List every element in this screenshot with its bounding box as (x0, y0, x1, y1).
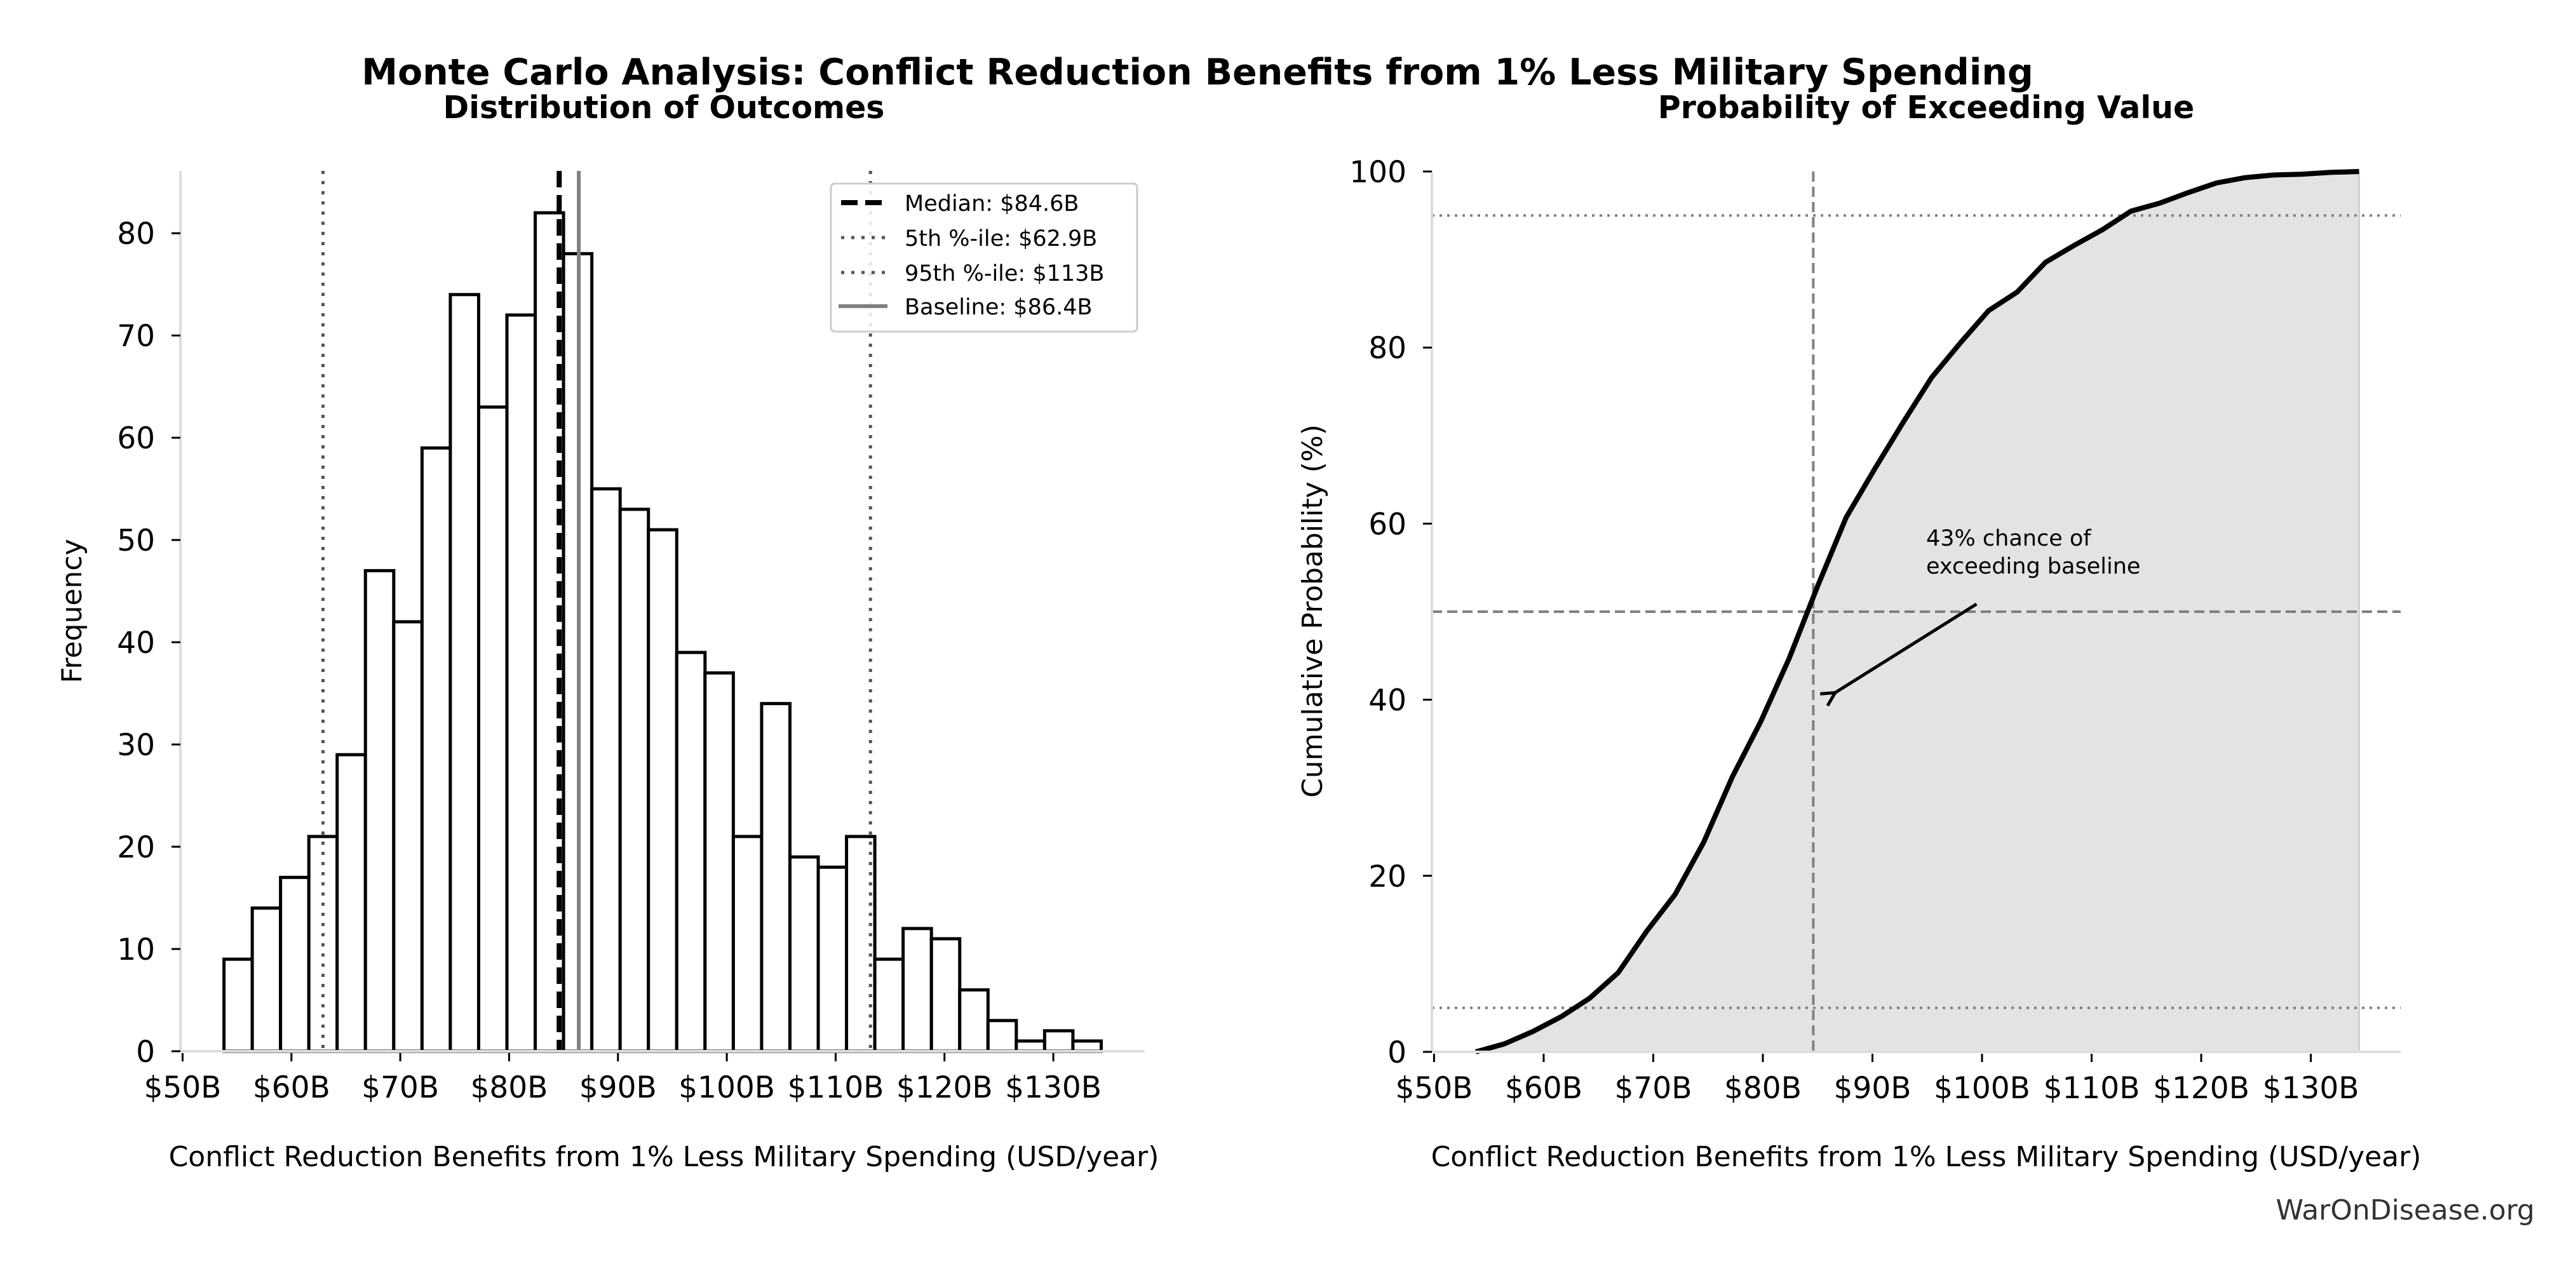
histogram-reference-lines (321, 171, 872, 1051)
histogram-y-axis-label: Frequency (56, 539, 88, 683)
histogram-bar (590, 487, 622, 1053)
histogram-bar (1015, 1039, 1046, 1053)
x-tick-label: $100B (1934, 1071, 2030, 1106)
legend-entry-baseline: Baseline: $86.4B (839, 295, 1093, 320)
histogram-title: Distribution of Outcomes (443, 90, 885, 126)
x-tick-label: $80B (470, 1070, 548, 1105)
histogram-bar (420, 446, 452, 1053)
x-tick-label: $130B (1005, 1070, 1102, 1105)
figure-title: Monte Carlo Analysis: Conflict Reduction… (361, 51, 2033, 93)
legend-label-median: Median: $84.6B (905, 191, 1079, 217)
histogram-x-axis-label: Conflict Reduction Benefits from 1% Less… (169, 1141, 1159, 1173)
y-tick-label: 70 (117, 319, 155, 354)
legend-label-p5: 5th %-ile: $62.9B (905, 226, 1097, 252)
x-tick-label: $110B (2044, 1071, 2140, 1106)
histogram-bars (222, 211, 1103, 1053)
x-tick-label: $60B (253, 1070, 330, 1105)
x-tick-label: $50B (144, 1070, 221, 1105)
histogram-bar (675, 650, 707, 1053)
histogram-bar (222, 957, 254, 1053)
histogram-bar (392, 620, 424, 1053)
histogram-y-ticks: 0 10 20 30 40 50 60 70 80 (117, 217, 180, 1070)
histogram-bar (816, 865, 849, 1053)
cdf-reference-lines (1432, 171, 2401, 1052)
y-tick-label: 0 (1387, 1035, 1406, 1070)
annotation-line-2: exceeding baseline (1926, 554, 2140, 579)
histogram-bar (703, 671, 735, 1053)
histogram-x-ticks: $50B $60B $70B $80B $90B $100B $110B $120B $130B (144, 1053, 1102, 1105)
watermark: WarOnDisease.org (2276, 1194, 2535, 1227)
x-tick-label: $70B (361, 1070, 439, 1105)
y-tick-label: 80 (117, 217, 155, 252)
histogram-bar (731, 835, 764, 1053)
histogram-bar (1042, 1029, 1075, 1053)
histogram-bar (929, 937, 962, 1053)
cdf-x-axis-label: Conflict Reduction Benefits from 1% Less… (1431, 1141, 2422, 1173)
histogram-bar (279, 875, 311, 1053)
legend-entry-p95: 95th %-ile: $113B (841, 261, 1104, 286)
cdf-y-ticks: 0 20 40 60 80 100 (1349, 155, 1432, 1070)
histogram-bar (901, 927, 933, 1053)
x-tick-label: $110B (787, 1070, 884, 1105)
annotation-arrow (1835, 602, 1978, 693)
y-tick-label: 40 (117, 626, 155, 661)
x-tick-label: $130B (2263, 1071, 2359, 1106)
x-tick-label: $90B (1834, 1071, 1912, 1106)
legend-frame (830, 182, 1138, 333)
histogram-bar (647, 528, 678, 1053)
histogram-panel: Distribution of Outcomes $50B $60B $70B $80… (56, 90, 1159, 1173)
x-tick-label: $80B (1724, 1071, 1802, 1106)
legend-label-p95: 95th %-ile: $113B (905, 261, 1104, 286)
x-tick-label: $100B (678, 1070, 775, 1105)
legend-label-baseline: Baseline: $86.4B (905, 295, 1093, 320)
cdf-x-ticks: $50B $60B $70B $80B $90B $100B $110B $120B $130B (1395, 1054, 2359, 1106)
y-tick-label: 20 (1368, 859, 1406, 894)
legend-entry-p5: 5th %-ile: $62.9B (841, 226, 1097, 252)
histogram-bar (986, 1019, 1018, 1053)
histogram-bar (1071, 1039, 1103, 1053)
y-tick-label: 20 (117, 830, 155, 865)
cdf-title: Probability of Exceeding Value (1658, 90, 2195, 126)
histogram-bar (363, 568, 396, 1053)
y-tick-label: 0 (136, 1035, 155, 1070)
y-tick-label: 10 (117, 932, 155, 967)
histogram-bar (250, 906, 283, 1053)
histogram-bar (476, 405, 509, 1053)
cdf-annotation: 43% chance of exceeding baseline (1835, 526, 2140, 693)
cdf-y-axis-label: Cumulative Probability (%) (1297, 424, 1329, 798)
y-tick-label: 100 (1349, 155, 1406, 190)
x-tick-label: $90B (579, 1070, 657, 1105)
cdf-panel: Probability of Exceeding Value $50B $60B $… (1297, 90, 2421, 1173)
legend: Median: $84.6B 5th %-ile: $62.9B 95th %-… (830, 182, 1138, 333)
histogram-bar (335, 753, 367, 1053)
y-tick-label: 40 (1368, 683, 1406, 718)
y-tick-label: 50 (117, 523, 155, 558)
x-tick-label: $120B (896, 1070, 993, 1105)
histogram-bar (958, 988, 990, 1053)
annotation-line-1: 43% chance of (1926, 526, 2091, 551)
histogram-bar (618, 508, 651, 1053)
cdf-line (1474, 169, 2359, 1054)
x-tick-label: $50B (1395, 1071, 1473, 1106)
histogram-bar (873, 957, 905, 1053)
x-tick-label: $70B (1614, 1071, 1692, 1106)
y-tick-label: 60 (117, 421, 155, 456)
histogram-bar (448, 293, 480, 1053)
y-tick-label: 80 (1368, 331, 1406, 366)
histogram-bar (788, 855, 820, 1053)
x-tick-label: $60B (1505, 1071, 1582, 1106)
y-tick-label: 60 (1368, 507, 1406, 542)
histogram-bar (505, 313, 537, 1053)
histogram-bar (760, 702, 792, 1053)
x-tick-label: $120B (2153, 1071, 2249, 1106)
legend-entry-median: Median: $84.6B (841, 191, 1079, 217)
y-tick-label: 30 (117, 728, 155, 763)
